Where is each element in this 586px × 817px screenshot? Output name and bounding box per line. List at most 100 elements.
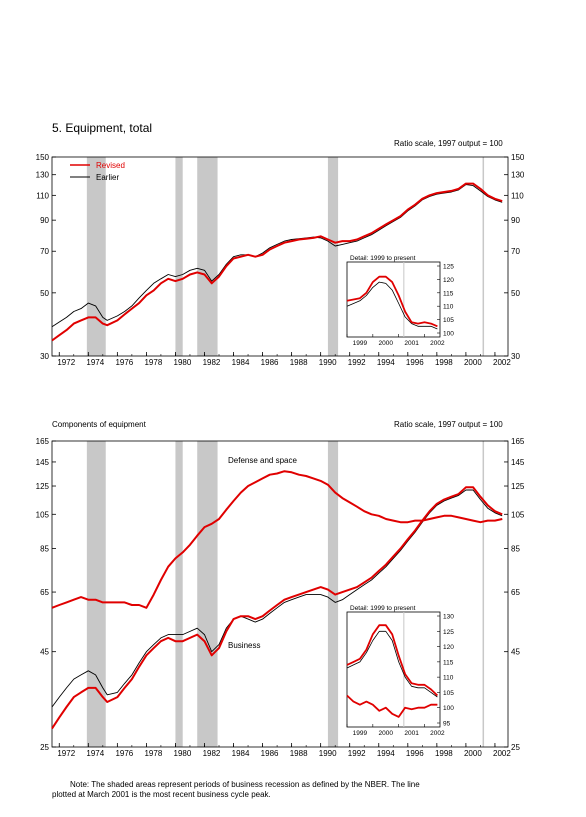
inset-ytick-label-0-5: 125 bbox=[443, 264, 454, 271]
ytick-label-left-0-3: 90 bbox=[40, 216, 49, 225]
inset-ytick-label-1-7: 130 bbox=[443, 614, 454, 621]
footnote-line-1: Note: The shaded areas represent periods… bbox=[70, 780, 420, 789]
footnote: Note: The shaded areas represent periods… bbox=[52, 780, 532, 800]
legend-label-1: Earlier bbox=[96, 173, 119, 182]
inset-ytick-label-1-0: 95 bbox=[443, 721, 451, 728]
ytick-label-right-1-2: 65 bbox=[511, 588, 520, 597]
ytick-label-left-0-1: 50 bbox=[40, 289, 49, 298]
xtick-label-0-14: 2000 bbox=[464, 358, 482, 367]
xtick-label-1-13: 1998 bbox=[435, 749, 453, 758]
ytick-label-left-1-4: 105 bbox=[36, 510, 50, 519]
xtick-label-0-9: 1990 bbox=[319, 358, 337, 367]
xtick-label-1-4: 1980 bbox=[174, 749, 192, 758]
inset-xtick-label-1-3: 2002 bbox=[430, 730, 445, 737]
xtick-label-0-5: 1982 bbox=[203, 358, 221, 367]
inset-frame-0 bbox=[346, 261, 441, 338]
xtick-label-0-11: 1994 bbox=[377, 358, 395, 367]
ytick-label-left-0-0: 30 bbox=[40, 352, 49, 361]
ytick-label-right-0-0: 30 bbox=[511, 352, 520, 361]
xtick-label-1-7: 1986 bbox=[261, 749, 279, 758]
xtick-label-0-10: 1992 bbox=[348, 358, 366, 367]
inset-series-line-0-0 bbox=[346, 275, 438, 328]
ytick-label-right-0-4: 110 bbox=[511, 191, 524, 200]
xtick-label-1-2: 1976 bbox=[115, 749, 133, 758]
ytick-label-left-0-4: 110 bbox=[36, 191, 49, 200]
annotation-1-0: Defense and space bbox=[228, 456, 297, 465]
recession-band-0-3 bbox=[327, 157, 339, 356]
xtick-label-0-12: 1996 bbox=[406, 358, 424, 367]
xtick-label-0-3: 1978 bbox=[144, 358, 162, 367]
xtick-label-1-1: 1974 bbox=[86, 749, 104, 758]
ytick-label-left-1-7: 165 bbox=[36, 437, 50, 446]
inset-ytick-label-0-1: 105 bbox=[443, 317, 454, 324]
inset-ytick-label-1-5: 120 bbox=[443, 644, 454, 651]
inset-frame-1 bbox=[346, 611, 441, 728]
ytick-label-left-1-5: 125 bbox=[36, 482, 50, 491]
inset-ytick-label-1-3: 110 bbox=[443, 675, 454, 682]
inset-xtick-label-0-1: 2000 bbox=[379, 340, 394, 347]
xtick-label-0-0: 1972 bbox=[57, 358, 75, 367]
inset-ytick-label-0-3: 115 bbox=[443, 290, 454, 297]
inset-series-line-1-1 bbox=[346, 630, 438, 698]
inset-ytick-label-1-6: 125 bbox=[443, 629, 454, 636]
inset-xtick-label-0-3: 2002 bbox=[430, 340, 445, 347]
plot-frame-1 bbox=[51, 440, 509, 748]
xtick-label-0-7: 1986 bbox=[261, 358, 279, 367]
inset-title-0: Detail: 1999 to present bbox=[350, 255, 416, 262]
components-title: Components of equipment bbox=[52, 420, 146, 429]
xtick-label-1-12: 1996 bbox=[406, 749, 424, 758]
ytick-label-left-1-2: 65 bbox=[40, 588, 49, 597]
inset-series-line-0-1 bbox=[346, 281, 438, 330]
xtick-label-1-5: 1982 bbox=[203, 749, 221, 758]
ytick-label-right-0-2: 70 bbox=[511, 247, 520, 256]
inset-xtick-label-0-0: 1999 bbox=[353, 340, 368, 347]
recession-band-1-1 bbox=[175, 441, 183, 747]
recession-band-0-1 bbox=[175, 157, 183, 356]
series-line-1-0 bbox=[51, 470, 503, 609]
recession-band-1-2 bbox=[197, 441, 218, 747]
footnote-line-2: plotted at March 2001 is the most recent… bbox=[52, 790, 271, 799]
xtick-label-0-1: 1974 bbox=[86, 358, 104, 367]
xtick-label-0-8: 1988 bbox=[290, 358, 308, 367]
xtick-label-0-4: 1980 bbox=[174, 358, 192, 367]
xtick-label-1-14: 2000 bbox=[464, 749, 482, 758]
xtick-label-1-15: 2002 bbox=[493, 749, 511, 758]
ytick-label-right-0-3: 90 bbox=[511, 216, 520, 225]
xtick-label-1-11: 1994 bbox=[377, 749, 395, 758]
ytick-label-right-0-1: 50 bbox=[511, 289, 520, 298]
xtick-label-0-6: 1984 bbox=[232, 358, 250, 367]
xtick-label-1-8: 1988 bbox=[290, 749, 308, 758]
inset-title-1: Detail: 1999 to present bbox=[350, 605, 416, 612]
ytick-label-right-1-7: 165 bbox=[511, 437, 525, 446]
ytick-label-left-0-2: 70 bbox=[40, 247, 49, 256]
ytick-label-right-1-4: 105 bbox=[511, 510, 525, 519]
inset-xtick-label-0-2: 2001 bbox=[404, 340, 419, 347]
xtick-label-1-6: 1984 bbox=[232, 749, 250, 758]
xtick-label-0-13: 1998 bbox=[435, 358, 453, 367]
ytick-label-left-1-0: 25 bbox=[40, 743, 49, 752]
recession-band-0-0 bbox=[86, 157, 106, 356]
ytick-label-left-0-5: 130 bbox=[36, 171, 50, 180]
inset-series-line-1-2 bbox=[346, 694, 438, 718]
ytick-label-left-1-3: 85 bbox=[40, 545, 49, 554]
inset-ytick-label-0-4: 120 bbox=[443, 277, 454, 284]
inset-ytick-label-1-4: 115 bbox=[443, 659, 454, 666]
annotation-1-1: Business bbox=[228, 641, 260, 650]
inset-xtick-label-1-0: 1999 bbox=[353, 730, 368, 737]
inset-ytick-label-0-2: 110 bbox=[443, 304, 454, 311]
xtick-label-1-9: 1990 bbox=[319, 749, 337, 758]
ytick-label-left-0-6: 150 bbox=[36, 153, 50, 162]
plot-frame-0 bbox=[51, 156, 509, 357]
page-title: 5. Equipment, total bbox=[52, 121, 153, 135]
series-line-0-0 bbox=[51, 182, 503, 342]
inset-ytick-label-1-2: 105 bbox=[443, 690, 454, 697]
recession-band-1-0 bbox=[86, 441, 106, 747]
inset-xtick-label-1-1: 2000 bbox=[379, 730, 394, 737]
inset-ytick-label-0-0: 100 bbox=[443, 331, 454, 338]
ytick-label-left-1-1: 45 bbox=[40, 648, 49, 657]
xtick-label-0-2: 1976 bbox=[115, 358, 133, 367]
inset-xtick-label-1-2: 2001 bbox=[404, 730, 419, 737]
xtick-label-1-0: 1972 bbox=[57, 749, 75, 758]
ytick-label-left-1-6: 145 bbox=[36, 458, 50, 467]
